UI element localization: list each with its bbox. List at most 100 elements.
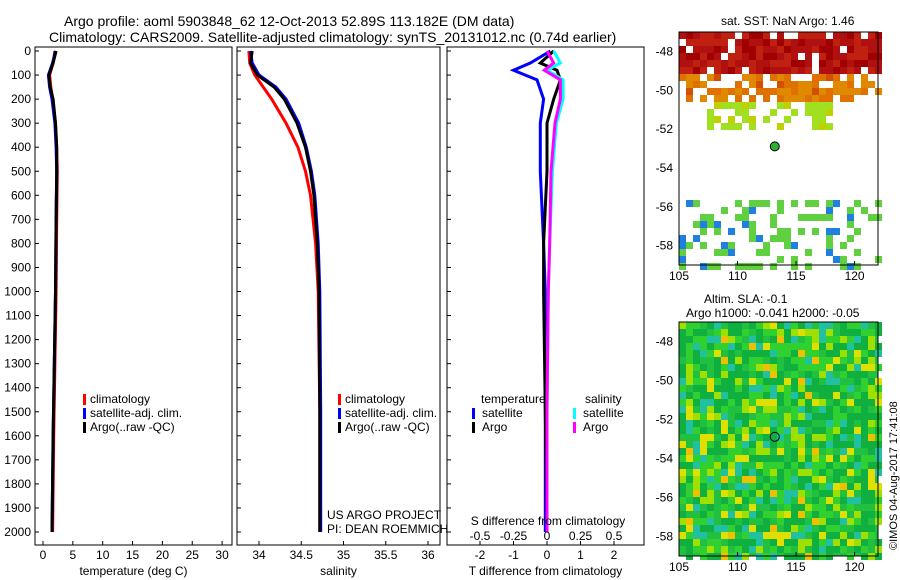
sst-map	[678, 31, 882, 270]
map-cell	[798, 427, 805, 434]
y-tick-label: 400	[11, 140, 31, 154]
watermark: ©IMOS 04-Aug-2017 17:41:08	[888, 401, 900, 550]
map-cell	[833, 336, 840, 343]
map-cell	[735, 511, 742, 518]
map-cell	[791, 343, 798, 350]
map-cell	[721, 95, 728, 102]
map-cell	[700, 532, 707, 539]
map-cell	[798, 476, 805, 483]
map-x-tick-label: 120	[845, 269, 865, 283]
map-cell	[798, 539, 805, 546]
map-y-tick-label: -56	[656, 491, 674, 505]
map-cell	[686, 532, 693, 539]
map-cell	[784, 357, 791, 364]
map-cell	[805, 539, 812, 546]
map-cell	[707, 413, 714, 420]
map-cell	[784, 364, 791, 371]
map-cell	[861, 406, 868, 413]
map-cell	[791, 532, 798, 539]
map-cell	[679, 483, 686, 490]
map-cell	[805, 399, 812, 406]
map-cell	[693, 441, 700, 448]
map-cell	[735, 546, 742, 553]
map-cell	[833, 81, 840, 88]
map-cell	[728, 441, 735, 448]
map-cell	[868, 81, 875, 88]
map-cell	[707, 497, 714, 504]
map-cell	[735, 109, 742, 116]
plot-frame-0	[34, 46, 233, 546]
map-cell	[791, 504, 798, 511]
map-cell	[707, 455, 714, 462]
map-cell	[826, 469, 833, 476]
map-cell	[749, 81, 756, 88]
map-cell	[770, 455, 777, 462]
map-cell	[714, 228, 721, 235]
map-cell	[791, 476, 798, 483]
map-cell	[805, 95, 812, 102]
map-cell	[833, 490, 840, 497]
map-cell	[770, 511, 777, 518]
map-cell	[728, 462, 735, 469]
map-y-tick-label: -50	[656, 374, 674, 388]
map-cell	[756, 364, 763, 371]
map-cell	[833, 413, 840, 420]
map-cell	[763, 511, 770, 518]
map-cell	[728, 329, 735, 336]
map-cell	[728, 32, 735, 39]
map-cell	[805, 39, 812, 46]
map-cell	[791, 427, 798, 434]
map-cell	[679, 235, 686, 242]
map-cell	[833, 67, 840, 74]
map-y-tick-label: -48	[656, 335, 674, 349]
map-cell	[679, 518, 686, 525]
map-cell	[847, 74, 854, 81]
map-cell	[728, 371, 735, 378]
map-cell	[770, 525, 777, 532]
map-cell	[700, 427, 707, 434]
map-cell	[763, 413, 770, 420]
map-cell	[847, 448, 854, 455]
map-cell	[798, 350, 805, 357]
map-cell	[721, 406, 728, 413]
map-cell	[777, 39, 784, 46]
map-cell	[777, 343, 784, 350]
map-cell	[833, 406, 840, 413]
map-cell	[742, 518, 749, 525]
map-cell	[784, 539, 791, 546]
map-cell	[763, 200, 770, 207]
map-cell	[833, 53, 840, 60]
map-cell	[812, 343, 819, 350]
y-tick-label: 0	[24, 44, 31, 58]
map-cell	[714, 74, 721, 81]
map-cell	[679, 60, 686, 67]
map-cell	[714, 95, 721, 102]
map-cell	[805, 455, 812, 462]
map-cell	[770, 497, 777, 504]
map-cell	[805, 420, 812, 427]
map-cell	[798, 434, 805, 441]
map-cell	[693, 392, 700, 399]
map-cell	[833, 455, 840, 462]
map-cell	[805, 378, 812, 385]
map-cell	[819, 67, 826, 74]
map-cell	[861, 329, 868, 336]
map-cell	[742, 532, 749, 539]
annotation-project: US ARGO PROJECT	[327, 508, 442, 522]
map-cell	[686, 518, 693, 525]
map-cell	[791, 46, 798, 53]
map-cell	[868, 329, 875, 336]
legend-swatch	[83, 422, 86, 433]
map-cell	[735, 399, 742, 406]
map-cell	[693, 343, 700, 350]
map-cell	[714, 378, 721, 385]
map-cell	[721, 88, 728, 95]
map-cell	[868, 441, 875, 448]
map-cell	[693, 81, 700, 88]
map-cell	[805, 469, 812, 476]
map-cell	[840, 67, 847, 74]
map-cell	[749, 385, 756, 392]
map-cell	[756, 74, 763, 81]
map-cell	[728, 102, 735, 109]
map-cell	[742, 263, 749, 270]
